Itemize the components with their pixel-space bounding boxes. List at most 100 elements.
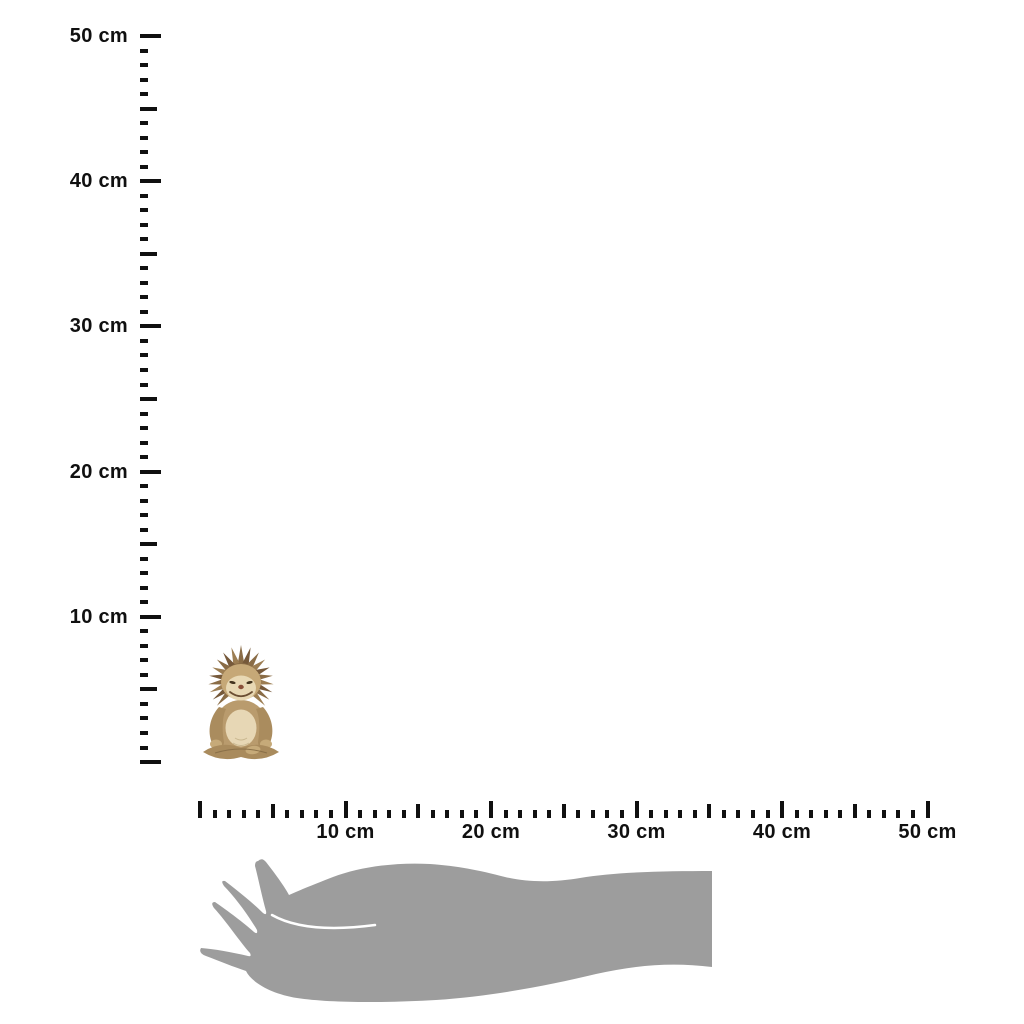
h-ruler-tick-minor [372,810,377,818]
hedgehog-right-arm [256,707,273,749]
v-ruler-tick-minor [140,63,148,67]
v-ruler-label: 40 cm [69,170,128,193]
v-ruler-tick-major [140,179,161,184]
hand-for-scale-silhouette [200,859,712,1003]
h-ruler-tick-minor [590,810,595,818]
v-ruler-tick-major [140,34,161,38]
v-ruler-tick-minor [140,629,148,634]
v-ruler-tick-minor [140,48,148,53]
v-ruler-tick-minor [140,556,148,561]
v-ruler-tick-minor [140,208,148,213]
hand-silhouette-shape [200,859,712,1003]
v-ruler-tick-minor [140,193,148,198]
v-ruler-tick-minor [140,237,148,242]
h-ruler-tick-minor [445,810,450,818]
h-ruler-tick-minor [750,810,755,818]
h-ruler-tick-major [343,801,348,818]
h-ruler-tick-minor [503,810,508,818]
h-ruler-tick-minor [459,810,464,818]
v-ruler-tick-semi [140,397,157,401]
h-ruler-tick-minor [663,810,668,818]
h-ruler-label: 50 cm [898,821,957,843]
h-ruler-tick-semi [270,804,275,818]
h-ruler-tick-minor [620,810,624,818]
v-ruler-tick-major [140,614,161,619]
v-ruler-label: 50 cm [69,25,128,47]
v-ruler-label: 20 cm [69,460,128,483]
h-ruler-tick-minor [692,810,697,818]
v-ruler-tick-minor [140,716,148,721]
h-ruler-tick-minor [430,810,435,818]
hedgehog-leg-crease [214,748,268,754]
h-ruler-tick-major [925,801,930,818]
h-ruler-tick-semi [852,804,857,818]
v-ruler-tick-major [140,760,161,764]
h-ruler-tick-minor [809,810,814,818]
h-ruler-tick-minor [721,810,726,818]
v-ruler-tick-minor [140,353,148,358]
v-ruler-tick-minor [140,280,148,285]
h-ruler-tick-semi [561,804,566,818]
v-ruler-tick-minor [140,513,148,518]
h-ruler-tick-minor [765,810,770,818]
hedgehog-left-arm [209,707,226,749]
v-ruler-tick-minor [140,92,148,97]
v-ruler-tick-minor [140,731,148,735]
meditating-hedgehog-figurine [203,645,279,760]
h-ruler-label: 20 cm [461,821,521,843]
v-ruler-tick-minor [140,455,148,460]
h-ruler-tick-minor [911,810,915,818]
v-ruler-tick-minor [140,77,148,82]
h-ruler-tick-minor [387,810,392,818]
h-ruler-tick-minor [329,810,333,818]
h-ruler-tick-minor [518,810,523,818]
h-ruler-tick-minor [241,810,246,818]
h-ruler-tick-minor [532,810,537,818]
v-ruler-label: 10 cm [69,605,128,628]
v-ruler-tick-minor [140,658,148,663]
hedgehog-spike [231,647,240,666]
h-ruler-tick-minor [794,810,799,818]
v-ruler-tick-minor [140,121,148,126]
h-ruler-tick-minor [227,810,232,818]
v-ruler-tick-semi [140,251,157,256]
h-ruler-tick-minor [285,810,290,818]
h-ruler-tick-minor [299,810,304,818]
h-ruler-tick-semi [416,804,421,818]
v-ruler-tick-minor [140,643,148,648]
h-ruler-tick-minor [605,810,610,818]
hedgehog-spike [246,652,259,669]
hedgehog-smile [229,691,253,698]
h-ruler-tick-minor [576,810,581,818]
h-ruler-tick-minor [401,810,406,818]
h-ruler-tick-minor [256,810,261,818]
v-ruler-tick-minor [140,150,148,155]
v-ruler-tick-minor [140,585,148,590]
h-ruler-label: 40 cm [752,821,812,843]
h-ruler-tick-minor [314,810,319,818]
h-ruler-tick-minor [474,810,479,818]
v-ruler-tick-minor [140,484,148,489]
h-ruler-tick-minor [896,810,901,818]
hedgehog-belly-fur-lines [232,737,250,746]
v-ruler-tick-minor [140,600,148,605]
hedgehog-left-eye [229,680,236,685]
h-ruler-tick-minor [212,810,217,818]
v-ruler-tick-semi [140,687,157,692]
v-ruler-tick-minor [140,338,148,343]
h-ruler-tick-minor [678,810,683,818]
h-ruler-tick-minor [649,810,653,818]
v-ruler-tick-minor [140,745,148,750]
v-ruler-tick-minor [140,135,148,140]
v-ruler-tick-minor [140,295,148,300]
palm-crease-line [270,913,377,930]
v-ruler-tick-minor [140,164,148,169]
h-ruler-label: 10 cm [316,821,375,843]
h-ruler-tick-minor [838,810,843,818]
h-ruler-tick-minor [823,810,828,818]
v-ruler-tick-minor [140,222,148,227]
hedgehog-belly [225,709,257,747]
hedgehog-spike [223,652,236,669]
v-ruler-label: 30 cm [69,315,128,338]
hedgehog-spike [237,645,245,665]
